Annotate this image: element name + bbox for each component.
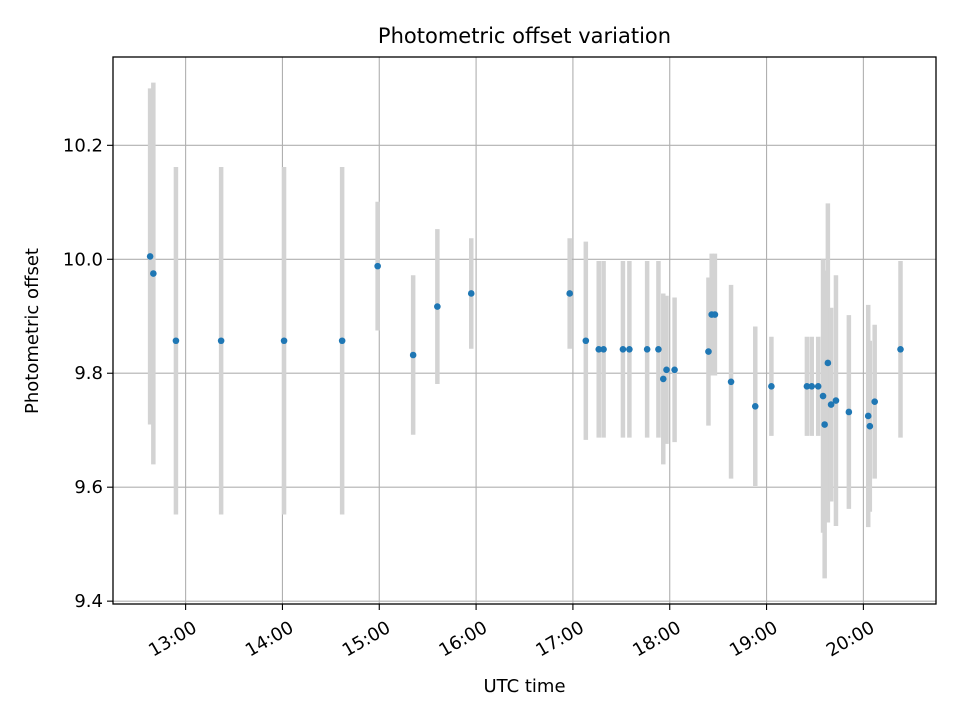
data-point [824,359,832,367]
data-point [751,402,759,410]
data-point [566,290,573,297]
data-point [711,311,719,318]
data-point [374,262,381,270]
data-point [768,383,775,390]
data-point [671,366,678,374]
data-point [821,421,828,428]
data-point [626,346,633,353]
y-tick-label: 9.6 [74,477,103,498]
data-point [409,351,417,359]
data-point [595,346,603,353]
y-tick-label: 10.0 [63,249,103,270]
data-point [663,366,670,374]
data-point [643,346,651,353]
y-axis-ticks: 9.4 9.6 9.8 10.0 10.2 [63,135,113,612]
data-point [866,422,874,430]
y-tick-label: 9.8 [74,363,103,384]
data-point [808,383,816,390]
data-point [819,392,827,400]
data-point [146,253,154,260]
data-point [871,398,878,406]
data-point [338,337,346,345]
data-point [434,303,441,310]
data-points [146,253,904,430]
data-point [814,383,822,390]
y-tick-label: 10.2 [63,135,103,156]
data-point [150,270,157,277]
data-point [619,346,627,353]
y-axis-label: Photometric offset [22,248,43,414]
data-point [655,346,662,353]
data-point [827,401,835,408]
data-point [845,408,853,416]
data-point [803,383,811,390]
data-point [727,378,735,386]
plot-frame [112,56,937,605]
data-point [659,375,667,383]
data-point [280,337,288,345]
data-point [705,348,712,355]
data-point [582,337,590,345]
data-point [832,397,840,404]
x-axis-label: UTC time [483,676,565,697]
data-point [897,346,904,353]
y-tick-label: 9.4 [74,591,103,612]
data-point [467,290,475,297]
chart-title: Photometric offset variation [378,24,671,48]
data-point [864,412,872,420]
data-point [600,346,607,353]
data-point [172,337,180,345]
data-point [217,337,225,345]
